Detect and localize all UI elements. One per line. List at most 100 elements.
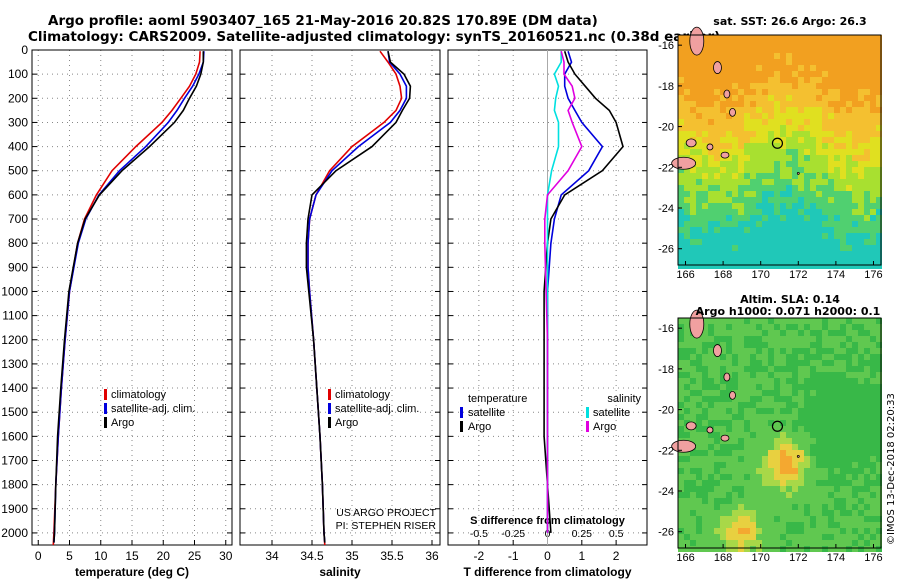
sla-map-cell [750,522,756,528]
sst-map-cell [690,125,696,131]
salinity-series-argo [305,51,412,543]
sla-map-cell [684,450,690,456]
sst-map-cell [714,197,720,203]
sst-map-cell [738,239,744,245]
sla-map-island [796,455,800,458]
sla-map-cell [876,474,882,480]
sla-map-cell [744,390,750,396]
sla-map-cell [714,432,720,438]
sla-map-cell [738,492,744,498]
sla-map-cell [846,510,852,516]
sla-map-cell [762,366,768,372]
sla-map-cell [702,426,708,432]
sla-map-cell [726,336,732,342]
sst-map-cell [864,137,870,143]
sst-map-cell [726,209,732,215]
sla-map-cell [720,402,726,408]
sst-map-cell [720,131,726,137]
sla-map-cell [708,408,714,414]
sst-map-cell [816,245,822,251]
sla-map-cell [744,516,750,522]
sst-map-cell [750,215,756,221]
sla-map-cell [822,474,828,480]
sst-map-cell [756,107,762,113]
sst-map-cell [804,173,810,179]
sst-map-cell [828,35,834,41]
pi-annotation: PI: STEPHEN RISER [336,520,437,532]
sla-map-cell [834,486,840,492]
sst-map-cell [792,197,798,203]
sla-map-cell [756,516,762,522]
sla-map-cell [684,504,690,510]
sst-map-cell [750,167,756,173]
sla-map-cell [786,318,792,324]
sst-map-cell [762,173,768,179]
sla-map-cell [684,510,690,516]
sla-map-cell [684,330,690,336]
sla-map-cell [798,354,804,360]
sst-map-cell [780,173,786,179]
sst-map-cell [732,167,738,173]
sst-map-cell [750,107,756,113]
sst-map-cell [828,95,834,101]
sla-map-cell [810,378,816,384]
sla-map-cell [858,396,864,402]
sst-map-cell [714,179,720,185]
sst-map-cell [804,47,810,53]
sla-map-cell [852,528,858,534]
sla-map-cell [702,438,708,444]
sst-map-cell [738,143,744,149]
sst-map-cell [732,83,738,89]
sla-map-cell [870,408,876,414]
sst-map-cell [678,197,684,203]
sla-map-cell [756,462,762,468]
sla-map-cell [684,420,690,426]
sla-map-cell [696,438,702,444]
sla-map-cell [702,546,708,552]
sst-map-cell [804,119,810,125]
sst-map-cell [810,137,816,143]
sla-map-cell [864,336,870,342]
sst-map-cell [696,107,702,113]
sst-map-cell [726,257,732,263]
sla-map-cell [810,324,816,330]
sla-map-cell [684,540,690,546]
sla-map-cell [780,390,786,396]
sst-map-cell [780,263,786,269]
sla-map-cell [720,390,726,396]
sla-map-cell [702,528,708,534]
sst-map-cell [792,41,798,47]
sst-map-cell [738,257,744,263]
sla-map-cell [780,546,786,552]
sst-map-cell [690,239,696,245]
sla-map-cell [834,336,840,342]
sla-map-cell [780,528,786,534]
sla-map-cell [678,414,684,420]
sst-map-cell [834,143,840,149]
sst-map-cell [864,83,870,89]
sst-map-cell [792,251,798,257]
sla-map-cell [690,528,696,534]
sst-map-cell [834,59,840,65]
sla-map-cell [762,492,768,498]
sst-map-cell [780,101,786,107]
sla-map-cell [678,432,684,438]
sla-map-cell [822,360,828,366]
sst-map-cell [708,65,714,71]
depth-tick-label: 1700 [1,453,28,467]
sla-map-cell [846,408,852,414]
sst-map-cell [870,209,876,215]
sla-map-cell [732,402,738,408]
sst-map-cell [696,83,702,89]
sst-map-cell [714,53,720,59]
sla-map-cell [798,414,804,420]
sst-map-cell [714,149,720,155]
sst-map-cell [858,155,864,161]
sst-map-cell [774,95,780,101]
sla-map-cell [810,396,816,402]
sst-map-cell [870,95,876,101]
sla-map-cell [684,432,690,438]
sst-map-cell [714,125,720,131]
sla-map-cell [876,342,882,348]
sla-map-cell [708,330,714,336]
